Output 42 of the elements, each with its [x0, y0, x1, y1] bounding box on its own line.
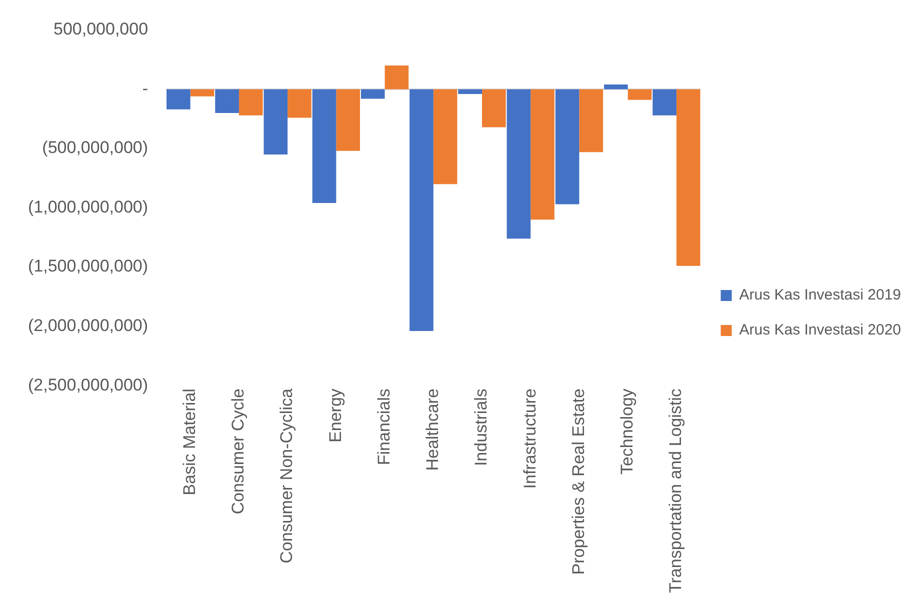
y-tick-label: 500,000,000 — [53, 20, 148, 39]
bar — [410, 89, 434, 332]
x-tick-label: Consumer Cycle — [228, 388, 248, 514]
y-tick-label: (2,500,000,000) — [28, 375, 148, 394]
bar — [360, 89, 385, 99]
legend-label: Arus Kas Investasi 2020 — [739, 322, 902, 339]
bar — [238, 89, 263, 116]
x-tick-label: Financials — [374, 388, 394, 466]
bar — [506, 89, 531, 239]
bar — [384, 66, 409, 90]
x-tick-label: Consumer Non-Cyclica — [277, 388, 296, 564]
bar — [652, 89, 676, 116]
x-tick-label: Industrials — [472, 388, 491, 466]
x-tick-label: Transportation and Logistic — [666, 388, 686, 594]
bar — [264, 89, 288, 154]
y-tick-label: (2,000,000,000) — [28, 316, 148, 335]
x-tick-label: Infrastructure — [520, 388, 540, 489]
y-tick-label: (1,000,000,000) — [28, 197, 148, 216]
x-tick-label: Healthcare — [423, 388, 442, 471]
y-tick-label: (1,500,000,000) — [28, 256, 148, 276]
bar — [628, 89, 652, 100]
bar — [190, 89, 214, 96]
bar — [458, 89, 482, 94]
y-tick-label: (500,000,000) — [42, 138, 148, 158]
bar — [579, 89, 604, 152]
bar — [433, 89, 458, 184]
bar — [530, 89, 554, 220]
bar — [555, 89, 580, 204]
bar — [676, 89, 700, 266]
bar — [166, 89, 190, 110]
x-tick-label: Basic Material — [180, 388, 200, 496]
x-tick-label: Technology — [618, 388, 637, 475]
y-tick-label: - — [142, 78, 148, 98]
bar — [482, 89, 506, 128]
bar — [288, 89, 312, 118]
legend-label: Arus Kas Investasi 2019 — [739, 286, 902, 304]
bar — [312, 89, 336, 204]
bar — [604, 84, 628, 90]
bar — [215, 89, 239, 113]
x-tick-label: Energy — [326, 388, 345, 442]
bar — [336, 89, 360, 151]
x-tick-label: Properties & Real Estate — [568, 388, 588, 575]
